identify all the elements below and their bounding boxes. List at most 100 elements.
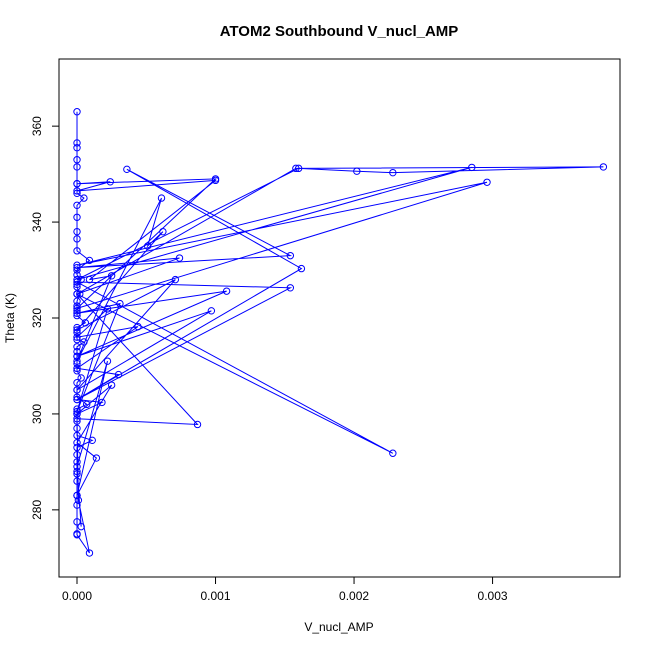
data-point — [73, 328, 81, 337]
data-point — [73, 364, 81, 373]
data-point — [73, 280, 81, 289]
data-point — [73, 275, 81, 284]
data-point — [103, 305, 112, 313]
data-point — [88, 436, 96, 445]
data-point — [73, 531, 81, 539]
data-point — [73, 357, 81, 365]
data-point — [353, 167, 361, 175]
data-point — [389, 449, 397, 457]
data-point — [123, 165, 131, 174]
data-point — [73, 359, 81, 368]
data-point — [73, 283, 81, 291]
data-point — [73, 395, 81, 404]
data-point — [106, 178, 114, 186]
data-point — [297, 264, 306, 273]
data-point — [73, 462, 81, 471]
data-point — [134, 322, 142, 331]
data-point — [73, 263, 81, 272]
data-point — [73, 309, 81, 317]
data-point — [73, 443, 81, 452]
data-point — [73, 491, 81, 500]
data-point — [73, 415, 81, 423]
data-point — [73, 431, 81, 440]
data-point — [73, 311, 81, 320]
data-point — [73, 261, 81, 269]
data-point — [103, 357, 112, 365]
data-point — [599, 163, 608, 171]
data-point — [73, 156, 81, 164]
data-point — [175, 254, 184, 262]
data-point — [85, 256, 94, 265]
data-point — [73, 187, 81, 195]
data-point — [73, 235, 81, 243]
data-point — [73, 518, 81, 526]
data-point — [159, 227, 167, 236]
y-axis: 280 300 320 340 360 — [30, 116, 60, 520]
data-point — [222, 287, 231, 295]
y-tick-label: 280 — [30, 500, 44, 520]
data-point — [73, 347, 81, 356]
data-point — [92, 454, 101, 462]
data-point — [73, 379, 81, 387]
data-point — [73, 417, 81, 425]
data-point — [73, 271, 81, 279]
data-point — [389, 168, 397, 177]
data-point — [73, 297, 81, 305]
data-point — [73, 470, 81, 478]
data-point — [107, 272, 116, 280]
data-point — [73, 386, 81, 394]
data-point — [73, 410, 81, 418]
data-point — [73, 180, 81, 188]
data-point — [81, 319, 90, 327]
data-point — [85, 549, 94, 557]
data-point — [73, 407, 81, 416]
data-point — [286, 284, 295, 292]
data-point — [73, 335, 81, 344]
data-point — [73, 302, 81, 310]
series-lines — [75, 111, 604, 554]
data-point — [73, 333, 81, 341]
data-point — [80, 338, 88, 346]
y-tick-label: 320 — [30, 308, 44, 328]
data-point — [77, 522, 85, 531]
y-tick-label: 360 — [30, 116, 44, 136]
data-point — [73, 405, 81, 413]
data-point — [73, 144, 81, 152]
data-point — [114, 370, 123, 379]
data-point — [73, 189, 81, 197]
data-point — [80, 194, 88, 202]
data-point — [73, 304, 81, 313]
data-point — [157, 194, 166, 202]
x-tick-label: 0.000 — [62, 589, 92, 603]
data-point — [143, 242, 152, 250]
data-point — [73, 266, 81, 274]
data-point — [73, 424, 81, 433]
data-point — [73, 367, 81, 375]
x-axis: 0.000 0.001 0.002 0.003 — [62, 576, 508, 603]
data-point — [73, 501, 81, 509]
data-point — [73, 163, 81, 171]
x-tick-label: 0.002 — [339, 589, 369, 603]
data-point — [73, 227, 81, 236]
series-line — [75, 111, 604, 554]
data-point — [73, 247, 81, 255]
data-point — [85, 275, 94, 284]
data-point — [77, 374, 85, 382]
data-point — [294, 164, 303, 173]
data-point — [73, 213, 81, 221]
data-point — [73, 307, 81, 315]
data-point — [73, 439, 81, 447]
data-point — [73, 450, 81, 459]
data-point — [73, 139, 81, 147]
series-points — [73, 108, 608, 557]
data-point — [171, 275, 180, 284]
x-tick-label: 0.001 — [201, 589, 231, 603]
data-point — [116, 299, 124, 308]
data-point — [193, 420, 202, 429]
chart-title: ATOM2 Southbound V_nucl_AMP — [220, 23, 459, 40]
data-point — [73, 393, 81, 401]
data-point — [292, 164, 300, 173]
data-point — [73, 458, 81, 466]
data-point — [98, 398, 106, 407]
